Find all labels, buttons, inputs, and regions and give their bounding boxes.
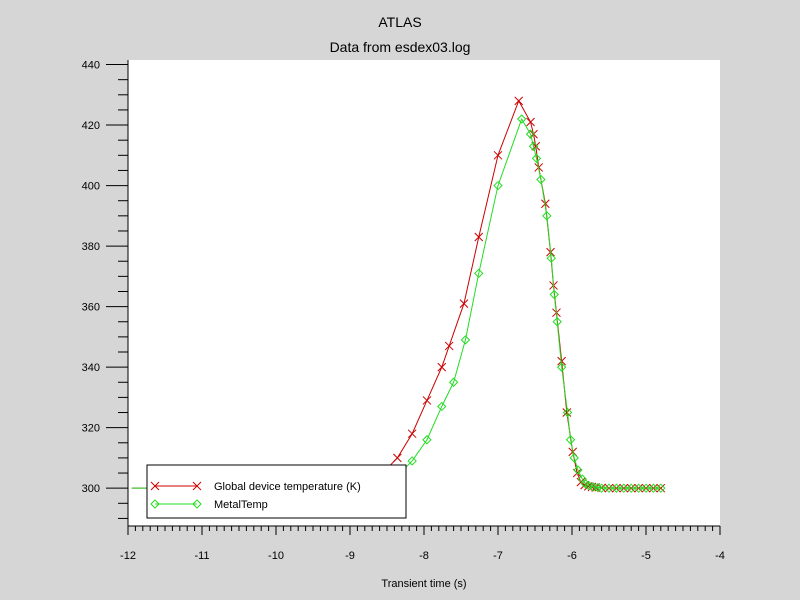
y-axis: 300 320 340 360 380 400 420 440 (82, 60, 129, 526)
data-point (516, 114, 527, 124)
data-point (546, 253, 556, 263)
x-axis: -12 -11 -10 -9 -8 -7 -6 -5 -4 (120, 525, 725, 562)
data-point (448, 377, 459, 387)
data-point (619, 483, 629, 493)
data-point (525, 129, 536, 139)
data-point (626, 483, 636, 493)
data-point (542, 211, 552, 221)
data-point (493, 180, 503, 191)
x-tick-label: -12 (120, 550, 136, 562)
data-point (557, 356, 566, 366)
y-tick-label: 380 (82, 241, 100, 253)
data-point (407, 429, 417, 439)
x-tick-label: -10 (268, 550, 284, 562)
y-tick-label: 320 (82, 423, 100, 435)
plot-lines (131, 96, 666, 493)
legend-box (146, 464, 407, 519)
data-point (565, 435, 576, 445)
legend-label-1: MetalTemp (214, 499, 268, 511)
data-point (422, 435, 432, 445)
data-point (437, 401, 447, 412)
legend-marker (150, 499, 160, 509)
x-axis-label: Transient time (s) (381, 578, 466, 590)
chart-subtitle: Data from esdex03.log (330, 39, 471, 55)
data-point (459, 299, 469, 308)
data-point (422, 396, 432, 405)
data-point (407, 456, 417, 466)
data-point (611, 483, 622, 493)
data-point (552, 317, 562, 327)
data-point (536, 174, 546, 185)
legend-marker (192, 481, 202, 491)
data-point (604, 483, 614, 493)
data-point (526, 117, 535, 127)
y-tick-label: 420 (82, 120, 100, 132)
data-point (514, 96, 524, 106)
data-point (556, 362, 567, 372)
plot-area (128, 60, 720, 526)
y-tick-label: 400 (82, 181, 100, 193)
data-point (648, 483, 659, 493)
data-point (633, 483, 644, 493)
legend: Global device temperature (K) MetalTemp (146, 464, 407, 519)
data-point (444, 341, 454, 351)
data-point (528, 141, 539, 151)
data-point (573, 465, 583, 475)
x-tick-label: -4 (715, 550, 725, 562)
data-point (569, 453, 579, 463)
y-tick-label: 360 (82, 302, 100, 314)
data-point (656, 483, 666, 493)
data-point (437, 362, 447, 372)
data-point (493, 150, 503, 160)
y-tick-label: 300 (82, 483, 100, 495)
data-point (596, 483, 607, 493)
y-tick-label: 440 (82, 60, 100, 72)
data-point (562, 407, 573, 418)
data-point (531, 153, 542, 164)
legend-marker (150, 481, 160, 491)
data-point (393, 453, 402, 463)
data-point (460, 335, 471, 345)
y-tick-label: 340 (82, 362, 100, 374)
x-tick-label: -8 (419, 550, 429, 562)
x-tick-label: -6 (567, 550, 577, 562)
legend-marker (192, 499, 202, 509)
data-point (593, 482, 603, 493)
x-tick-label: -11 (194, 550, 209, 562)
data-point (474, 268, 484, 279)
data-point (641, 483, 651, 493)
x-tick-label: -9 (345, 550, 355, 562)
legend-label-0: Global device temperature (K) (214, 481, 361, 493)
series-line-1 (131, 117, 661, 489)
data-point (474, 232, 484, 242)
chart-title: ATLAS (378, 14, 421, 30)
x-tick-label: -5 (641, 550, 651, 562)
data-point (549, 289, 559, 300)
x-tick-label: -7 (493, 550, 503, 562)
